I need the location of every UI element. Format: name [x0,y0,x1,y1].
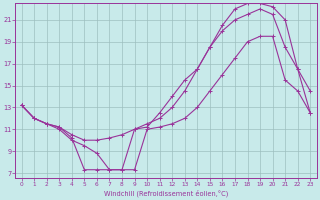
X-axis label: Windchill (Refroidissement éolien,°C): Windchill (Refroidissement éolien,°C) [104,189,228,197]
